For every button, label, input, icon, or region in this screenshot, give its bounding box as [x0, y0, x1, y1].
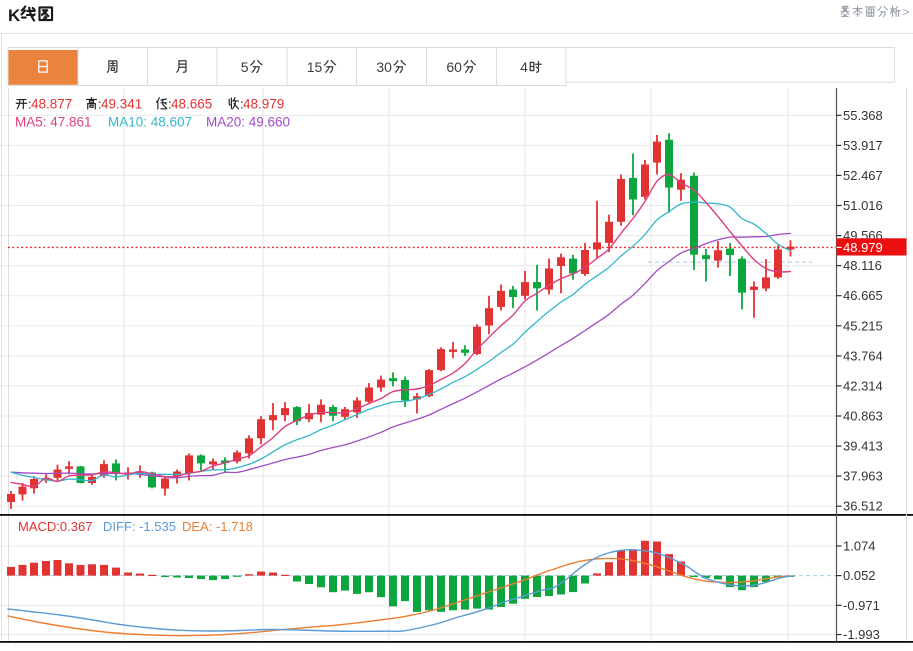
svg-text::: :	[240, 97, 244, 112]
svg-text:1.074: 1.074	[843, 539, 876, 554]
svg-text::: :	[98, 97, 102, 112]
svg-text:48.979: 48.979	[243, 97, 284, 112]
svg-text:55.368: 55.368	[843, 108, 883, 123]
svg-text:45.215: 45.215	[843, 318, 883, 333]
svg-text:MA20: 49.660: MA20: 49.660	[206, 115, 290, 130]
svg-text:43.764: 43.764	[843, 348, 883, 363]
svg-text:>: >	[903, 5, 910, 19]
svg-text:DEA: -1.718: DEA: -1.718	[182, 519, 253, 534]
svg-text:49.341: 49.341	[101, 97, 142, 112]
svg-text:46.665: 46.665	[843, 288, 883, 303]
svg-text:-1.993: -1.993	[843, 627, 880, 642]
svg-text:40.863: 40.863	[843, 409, 883, 424]
svg-text:48.665: 48.665	[171, 97, 212, 112]
svg-text:MA5: 47.861: MA5: 47.861	[15, 115, 92, 130]
svg-text:48.116: 48.116	[843, 258, 882, 273]
svg-text:39.413: 39.413	[843, 439, 883, 454]
svg-text:MACD:0.367: MACD:0.367	[18, 519, 92, 534]
svg-text::: :	[28, 97, 32, 112]
svg-text:30: 30	[376, 59, 392, 75]
svg-text:MA10: 48.607: MA10: 48.607	[108, 115, 192, 130]
svg-text:5: 5	[241, 59, 249, 75]
svg-text:37.963: 37.963	[843, 469, 883, 484]
svg-text:-0.971: -0.971	[843, 598, 880, 613]
svg-text:0.052: 0.052	[843, 568, 876, 583]
svg-text::: :	[168, 97, 172, 112]
svg-text:42.314: 42.314	[843, 378, 883, 393]
svg-text:60: 60	[446, 59, 462, 75]
svg-text:4: 4	[520, 59, 528, 75]
svg-text:53.917: 53.917	[843, 138, 883, 153]
svg-text:51.016: 51.016	[843, 198, 883, 213]
svg-text:15: 15	[307, 59, 323, 75]
svg-text:48.877: 48.877	[31, 97, 72, 112]
svg-text:52.467: 52.467	[843, 168, 883, 183]
svg-text:K: K	[8, 6, 21, 25]
svg-text:DIFF: -1.535: DIFF: -1.535	[103, 519, 176, 534]
svg-text:36.512: 36.512	[843, 499, 883, 514]
svg-text:48.979: 48.979	[843, 240, 883, 255]
